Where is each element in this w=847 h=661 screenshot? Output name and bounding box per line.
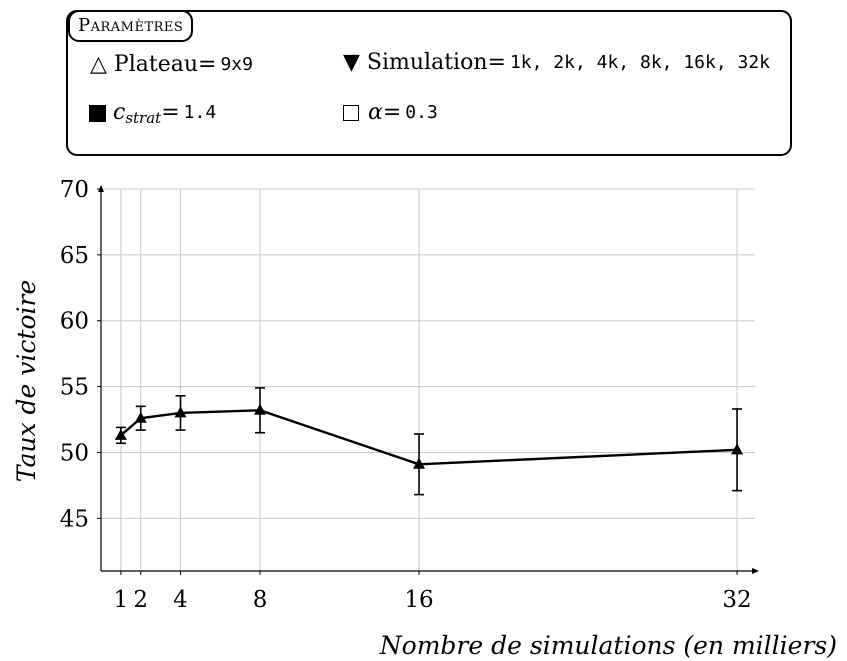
- y-tick-label-65: 65: [60, 243, 89, 269]
- x-tick-label-32: 32: [722, 587, 751, 613]
- param-cstrat-symbol: c: [113, 100, 126, 125]
- param-board: △ Plateau= 9x9: [90, 52, 253, 78]
- param-board-value: 9x9: [220, 54, 253, 75]
- marker-triangle-8: [254, 403, 267, 415]
- x-tick-label-2: 2: [133, 587, 148, 613]
- marker-triangle-4: [174, 406, 187, 418]
- chart-ticks: 45 50 55 60 65 70 1 2 4 8 16 32: [60, 177, 752, 613]
- square-filled-icon: [89, 104, 106, 122]
- param-alpha-value: 0.3: [405, 102, 438, 123]
- param-cstrat-subscript: strat: [125, 109, 162, 127]
- x-axis-arrow: [752, 568, 759, 574]
- x-tick-label-8: 8: [253, 587, 268, 613]
- param-cstrat-value: 1.4: [183, 102, 217, 123]
- param-simulation: ▼ Simulation= 1k, 2k, 4k, 8k, 16k, 32k: [343, 50, 770, 76]
- x-tick-label-4: 4: [173, 587, 188, 613]
- data-point-4: [174, 395, 187, 431]
- square-outline-icon: [343, 105, 359, 121]
- x-tick-label-1: 1: [114, 587, 129, 613]
- triangle-filled-down-icon: ▼: [343, 50, 360, 75]
- series-line-0: [120, 409, 738, 466]
- y-tick-label-45: 45: [60, 506, 89, 532]
- param-cstrat-label: =: [161, 100, 180, 125]
- marker-triangle-1: [114, 428, 127, 440]
- y-tick-label-60: 60: [60, 309, 89, 335]
- y-tick-label-70: 70: [60, 177, 89, 203]
- data-point-32: [731, 408, 744, 492]
- marker-triangle-32: [731, 443, 744, 455]
- param-alpha: α = 0.3: [343, 100, 438, 126]
- chart-series: [114, 387, 744, 496]
- marker-triangle-16: [413, 457, 426, 469]
- param-simulation-label: Simulation=: [366, 50, 506, 75]
- chart-axes: [98, 185, 759, 574]
- param-simulation-value: 1k, 2k, 4k, 8k, 16k, 32k: [509, 52, 771, 73]
- parameters-title: Paramètres: [68, 10, 194, 42]
- data-point-16: [413, 433, 426, 496]
- x-tick-label-16: 16: [404, 587, 433, 613]
- y-axis-title: Taux de victoire: [12, 280, 41, 483]
- data-point-8: [254, 387, 267, 434]
- x-axis-title: Nombre de simulations (en milliers): [379, 631, 837, 660]
- param-cstrat: c strat = 1.4: [89, 100, 217, 127]
- param-alpha-label: =: [382, 100, 402, 125]
- param-board-label: Plateau=: [113, 52, 217, 77]
- param-alpha-symbol: α: [368, 100, 383, 125]
- y-tick-label-55: 55: [60, 375, 89, 401]
- marker-triangle-2: [134, 411, 147, 423]
- data-point-1: [114, 426, 127, 445]
- triangle-outline-icon: △: [90, 52, 107, 77]
- chart-grid: [101, 188, 755, 571]
- data-point-2: [134, 405, 147, 431]
- y-tick-label-50: 50: [60, 440, 89, 466]
